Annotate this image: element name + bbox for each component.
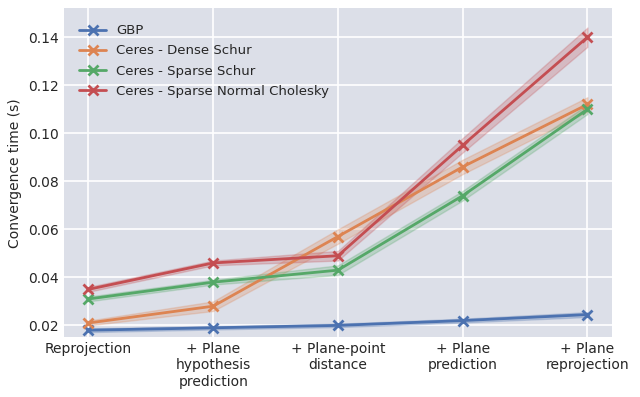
Legend: GBP, Ceres - Dense Schur, Ceres - Sparse Schur, Ceres - Sparse Normal Cholesky: GBP, Ceres - Dense Schur, Ceres - Sparse… [70,15,339,107]
Line: Ceres - Dense Schur: Ceres - Dense Schur [84,100,592,328]
Ceres - Dense Schur [584,102,591,107]
Ceres - Dense Schur [334,234,342,239]
Ceres - Sparse Normal Cholesky [334,253,342,258]
Ceres - Sparse Schur [334,268,342,272]
Ceres - Sparse Normal Cholesky [459,143,467,148]
GBP [459,318,467,323]
Ceres - Sparse Normal Cholesky [209,260,217,265]
Ceres - Dense Schur [459,164,467,169]
Ceres - Sparse Schur [459,193,467,198]
GBP [84,328,92,333]
Ceres - Sparse Schur [584,107,591,112]
Ceres - Dense Schur [209,304,217,308]
GBP [209,326,217,330]
Ceres - Sparse Schur [209,280,217,285]
GBP [334,323,342,328]
Ceres - Dense Schur [84,321,92,326]
Ceres - Sparse Normal Cholesky [84,287,92,292]
Line: Ceres - Sparse Normal Cholesky: Ceres - Sparse Normal Cholesky [84,32,592,294]
Ceres - Sparse Schur [84,297,92,301]
GBP [584,312,591,317]
Ceres - Sparse Normal Cholesky [584,35,591,40]
Y-axis label: Convergence time (s): Convergence time (s) [8,98,22,248]
Line: Ceres - Sparse Schur: Ceres - Sparse Schur [84,104,592,304]
Line: GBP: GBP [84,310,592,335]
